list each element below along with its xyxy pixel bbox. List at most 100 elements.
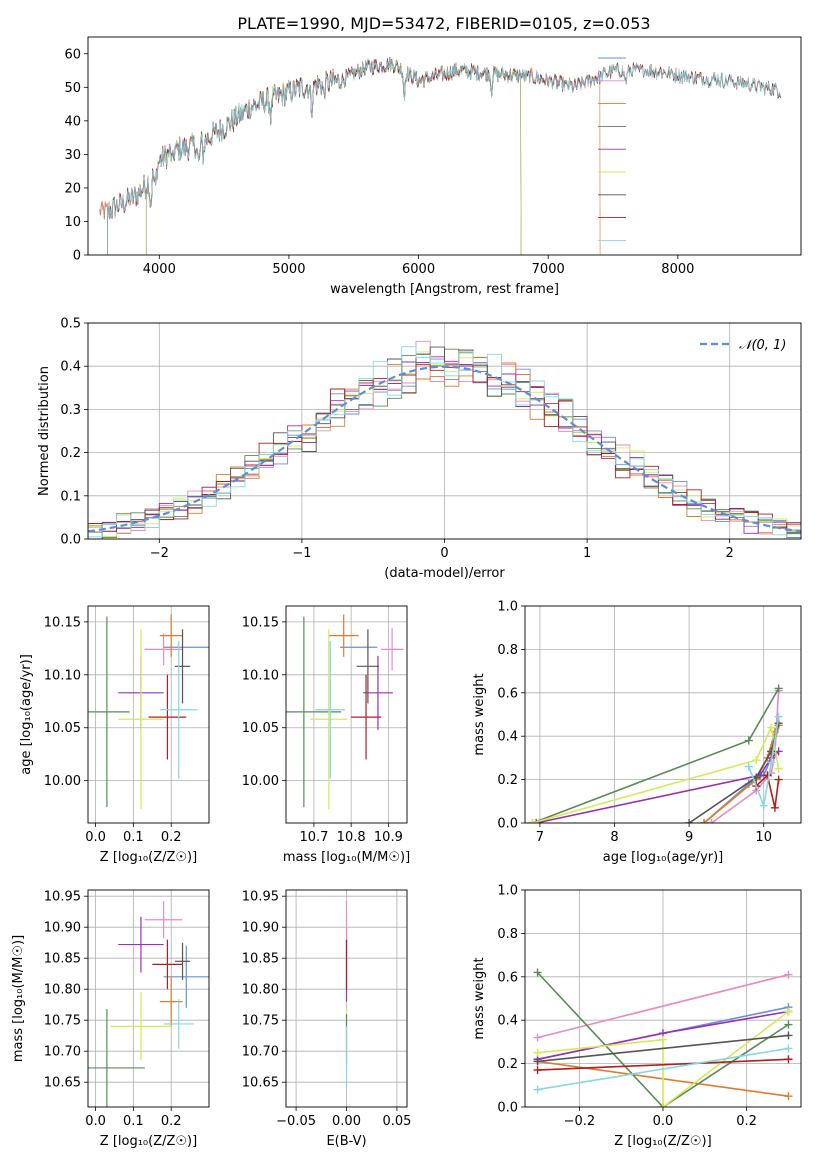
y-tick-label: 10 (64, 215, 81, 230)
y-tick-label: 0.0 (497, 817, 518, 832)
x-tick-label: −0.2 (564, 1114, 596, 1129)
weight-line (748, 716, 780, 809)
weight-marker (744, 736, 753, 745)
legend (598, 57, 626, 241)
y-tick-label: 40 (64, 114, 81, 129)
axes-frame (87, 889, 210, 1108)
x-tick-label: −0.05 (276, 1114, 316, 1129)
x-tick-label: 10 (755, 830, 772, 845)
x-tick-label: 0.2 (161, 1114, 182, 1129)
y-tick-label: 10.65 (44, 1076, 81, 1091)
error-bar-point (310, 629, 348, 810)
error-bar-point (152, 939, 183, 990)
weight-marker (784, 1092, 793, 1101)
axes-weight_vs_Z: −0.2 0.0 0.2 0.0 0.2 0.4 0.6 0.8 1.0 Z [log₁₀(Z/Z… (472, 884, 802, 1149)
x-axis-label: Z [log₁₀(Z/Z☉)] (614, 1134, 711, 1149)
error-bar-point (118, 916, 164, 973)
weight-line (537, 973, 789, 1039)
weight-marker (707, 819, 716, 823)
error-bar-point (159, 614, 183, 657)
x-tick-label: 0.00 (332, 1114, 361, 1129)
y-axis-label: mass [log₁₀(M/M☉)] (11, 935, 26, 1062)
axes-frame (87, 322, 802, 540)
error-bar-point (144, 901, 183, 939)
error-bar-point (174, 629, 191, 704)
weight-line (536, 971, 789, 1107)
weight-marker (685, 819, 694, 823)
y-tick-label: 10.80 (44, 983, 81, 998)
y-tick-label: 10.10 (44, 668, 81, 683)
weight-line (755, 773, 780, 808)
y-tick-label: 0.2 (497, 1057, 518, 1072)
x-axis-label: age [log₁₀(age/yr)] (603, 850, 724, 865)
x-tick-label: 0.2 (161, 830, 182, 845)
error-bar-point (148, 674, 187, 760)
weight-line (532, 724, 780, 823)
weight-marker (533, 1033, 542, 1042)
y-tick-label: 0.6 (497, 686, 518, 701)
weight-marker (784, 970, 793, 979)
weight-line (537, 1034, 789, 1063)
weight-line (537, 1058, 789, 1071)
y-tick-label: 10.65 (242, 1076, 279, 1091)
x-tick-label: 10.7 (299, 830, 328, 845)
x-axis-label: E(B-V) (326, 1134, 366, 1149)
error-bar-point (110, 992, 172, 1061)
y-tick-label: 10.10 (242, 668, 279, 683)
x-axis-label: (data-model)/error (384, 566, 505, 581)
y-tick-label: 10.70 (44, 1045, 81, 1060)
x-tick-label: 4000 (143, 262, 176, 277)
y-tick-label: 10.75 (242, 1014, 279, 1029)
axes-age_vs_mass: 10.7 10.8 10.9 10.00 10.05 10.10 10.15 mass [lo… (242, 605, 410, 865)
y-tick-label: 10.15 (242, 615, 279, 630)
error-bar-point (159, 640, 198, 779)
y-tick-label: 0.0 (497, 1101, 518, 1116)
x-tick-label: 1 (583, 546, 591, 561)
x-tick-label: 0.05 (382, 1114, 411, 1129)
axes-frame (87, 605, 210, 824)
weight-line (537, 1047, 789, 1091)
error-bar-point (144, 633, 183, 666)
y-tick-label: 0.4 (497, 730, 518, 745)
y-tick-label: 0.8 (497, 643, 518, 658)
error-bar-point (380, 628, 404, 671)
x-tick-label: 10.8 (337, 830, 366, 845)
axes-frame (524, 605, 802, 824)
y-tick-label: 0.4 (60, 360, 81, 375)
y-tick-label: 1.0 (497, 884, 518, 899)
plot-area (88, 614, 209, 810)
weight-marker (532, 819, 541, 823)
x-axis-label: Z [log₁₀(Z/Z☉)] (100, 1134, 197, 1149)
x-tick-label: 7 (536, 830, 544, 845)
y-tick-label: 0.2 (60, 446, 81, 461)
axes-residuals: −2 −1 0 1 2 0.0 0.1 0.2 0.3 0.4 0.5 (data-model)/er… (37, 317, 802, 581)
y-tick-label: 10.95 (242, 890, 279, 905)
x-tick-label: 0.0 (85, 830, 106, 845)
y-tick-label: 10.15 (44, 615, 81, 630)
axes-frame (87, 36, 802, 256)
axes-age_vs_Z: 0.0 0.1 0.2 10.00 10.05 10.10 10.15 Z [log₁₀(Z/… (19, 605, 210, 865)
y-tick-label: 0 (73, 249, 81, 264)
y-tick-label: 10.05 (44, 721, 81, 736)
plot-area (286, 614, 404, 810)
y-tick-label: 0.8 (497, 927, 518, 942)
y-tick-label: 10.85 (242, 952, 279, 967)
weight-marker (533, 968, 542, 977)
spectrum-line (107, 57, 782, 255)
weight-marker (770, 803, 779, 812)
x-tick-label: 7000 (532, 262, 565, 277)
weight-marker (774, 712, 783, 721)
y-tick-label: 10.95 (44, 890, 81, 905)
error-bar-point (163, 999, 194, 1049)
weight-marker (744, 762, 753, 771)
axes-frame (285, 605, 408, 824)
y-tick-label: 60 (64, 47, 81, 62)
weight-marker (784, 1055, 793, 1064)
error-bar-point (351, 674, 381, 760)
y-tick-label: 10.80 (242, 983, 279, 998)
y-tick-label: 10.90 (242, 921, 279, 936)
axes-spectrum: 4000 5000 6000 7000 8000 0 10 20 30 40 50 60 wavelen… (64, 36, 802, 297)
spectrum-line (99, 57, 601, 220)
error-bar-point (118, 629, 164, 810)
